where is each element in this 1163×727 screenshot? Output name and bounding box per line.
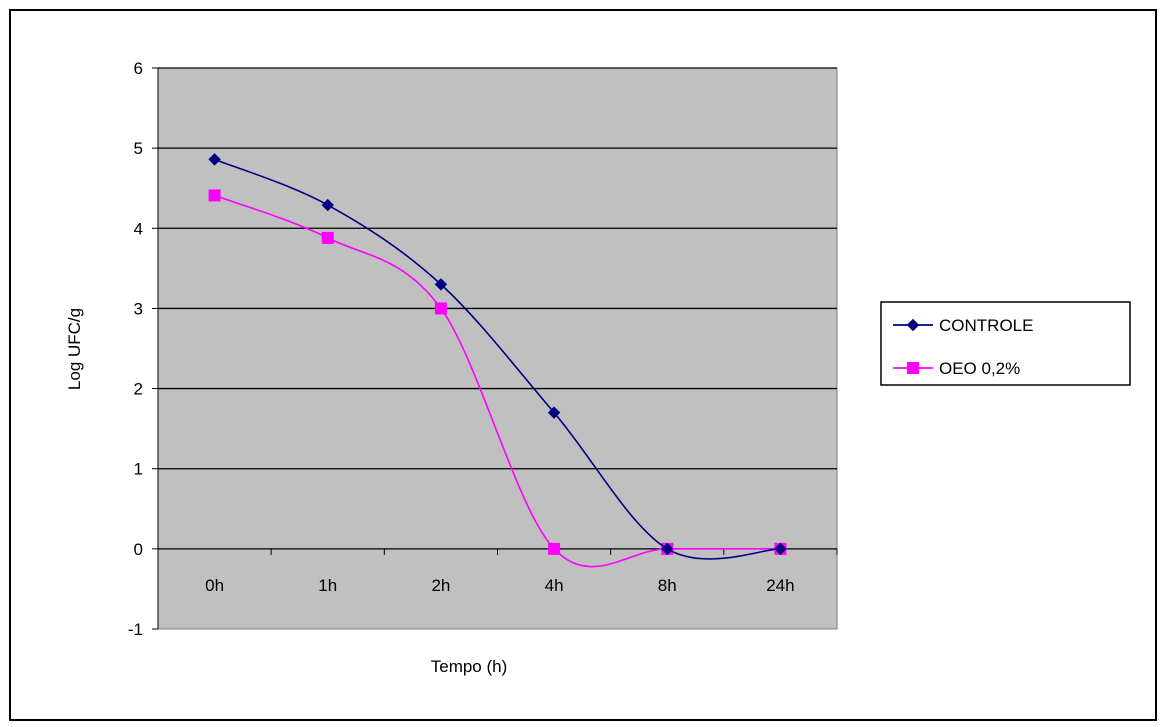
legend-label-1: OEO 0,2% (939, 359, 1020, 378)
series-0 (208, 153, 787, 560)
data-point-0-2 (434, 278, 448, 291)
legend-marker-1 (907, 362, 919, 374)
x-tick-label-4: 8h (658, 576, 677, 595)
x-axis-title: Tempo (h) (431, 657, 508, 676)
data-point-0-3 (547, 406, 561, 419)
y-tick-label-0: -1 (128, 620, 143, 639)
x-tick-label-2: 2h (431, 576, 450, 595)
y-axis-title: Log UFC/g (65, 308, 84, 390)
y-tick-label-4: 3 (134, 299, 143, 318)
data-point-0-5 (774, 542, 787, 556)
x-tick-label-5: 24h (766, 576, 794, 595)
series-line-0 (214, 158, 781, 560)
data-point-0-4 (661, 542, 674, 556)
y-tick-label-7: 6 (134, 59, 143, 78)
legend-box (880, 301, 1131, 386)
legend-marker-0 (906, 318, 920, 332)
y-tick-label-1: 0 (134, 540, 143, 559)
data-point-1-1 (321, 231, 334, 244)
data-point-0-1 (321, 198, 334, 212)
x-tick-labels: 0h 1h 2h 4h 8h 24h (205, 576, 794, 595)
x-tick-label-3: 4h (545, 576, 564, 595)
plot-area (157, 67, 838, 630)
gridlines (158, 67, 837, 470)
x-tick-label-0: 0h (205, 576, 224, 595)
y-tick-label-2: 1 (134, 460, 143, 479)
x-tick-label-1: 1h (318, 576, 337, 595)
data-point-1-3 (548, 542, 561, 555)
data-point-1-0 (208, 189, 221, 202)
y-tick-label-5: 4 (134, 219, 143, 238)
data-point-0-0 (208, 153, 221, 166)
y-tick-label-6: 5 (134, 139, 143, 158)
legend: CONTROLE OEO 0,2% (880, 301, 1131, 386)
y-tick-label-3: 2 (134, 380, 143, 399)
y-tick-labels: -1 0 1 2 3 4 5 6 (128, 59, 143, 639)
legend-label-0: CONTROLE (939, 316, 1033, 335)
data-point-1-2 (434, 302, 447, 315)
series-group (208, 153, 787, 568)
